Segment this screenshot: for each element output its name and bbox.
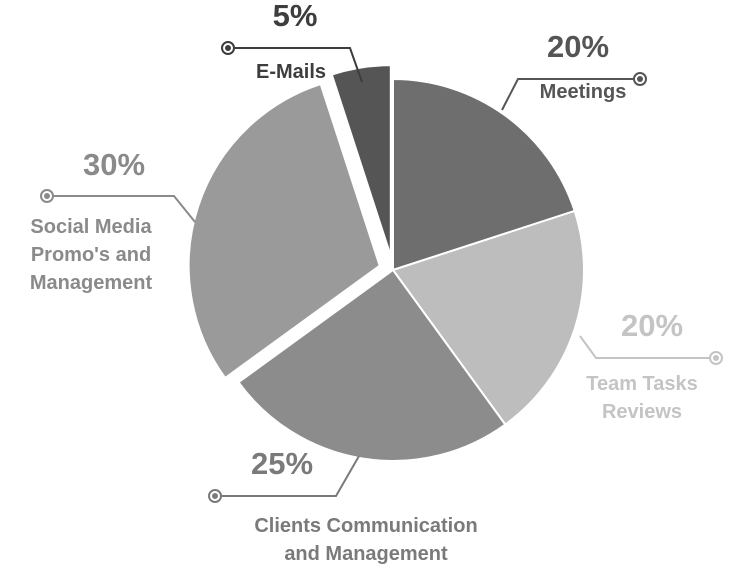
- category-label: Management: [30, 272, 153, 294]
- pie-slice: [391, 209, 585, 426]
- pie-slice: [237, 268, 507, 462]
- callout-dot-center: [225, 45, 231, 51]
- callout-line: [501, 78, 640, 111]
- category-label: E-Mails: [256, 61, 326, 83]
- callout-dot-center: [637, 76, 643, 82]
- pie-slice: [330, 64, 392, 257]
- percent-label: 5%: [273, 0, 318, 33]
- callout-line: [215, 455, 360, 497]
- percent-label: 20%: [547, 29, 609, 64]
- callout-line: [47, 195, 196, 223]
- pie-slices: [187, 64, 585, 462]
- percent-label: 25%: [251, 446, 313, 481]
- category-label: Social Media: [30, 216, 152, 238]
- category-label: Clients Communication: [254, 515, 477, 537]
- category-label: Meetings: [540, 81, 627, 103]
- category-label: Team Tasks: [586, 373, 698, 395]
- callout-line: [579, 335, 716, 359]
- category-label: Promo's and: [31, 244, 151, 266]
- callout-line: [228, 47, 363, 83]
- callout-dot-center: [212, 493, 218, 499]
- pie-slice: [392, 77, 576, 272]
- category-label: and Management: [284, 543, 448, 565]
- callout-dot-center: [44, 193, 50, 199]
- callouts: 20% Meetings 20% Team Tasks Reviews 25% Client…: [30, 0, 723, 565]
- pie-slice: [187, 82, 381, 380]
- callout-dot-center: [713, 355, 719, 361]
- category-label: Reviews: [602, 401, 682, 423]
- percent-label: 20%: [621, 308, 683, 343]
- percent-label: 30%: [83, 147, 145, 182]
